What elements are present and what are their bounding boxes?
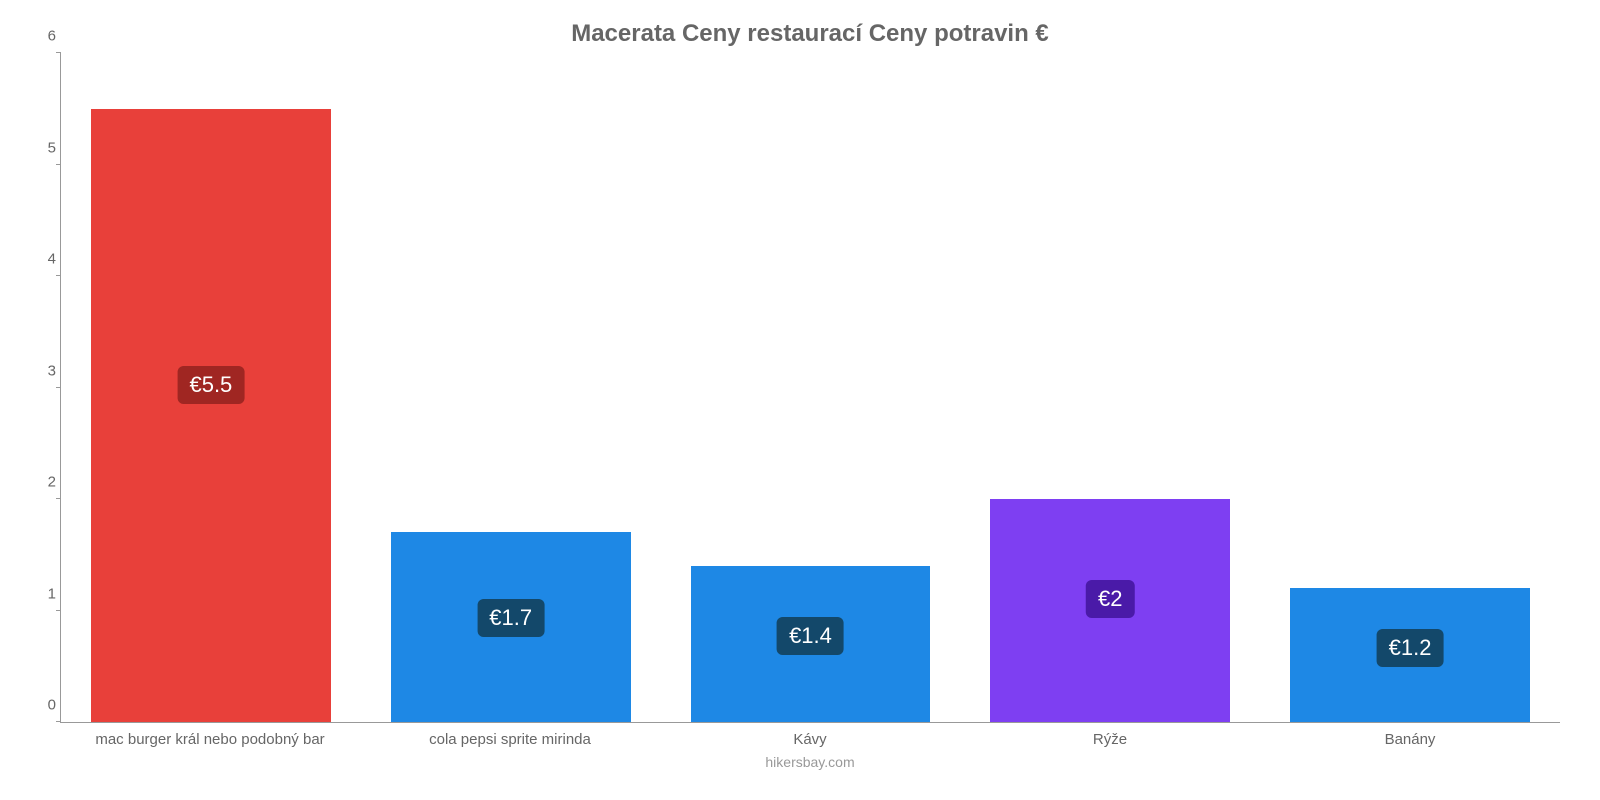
plot-area: €5.5€1.7€1.4€2€1.2 0123456	[60, 53, 1560, 723]
y-tick-label: 2	[31, 474, 56, 491]
attribution-text: hikersbay.com	[40, 754, 1580, 770]
x-axis-label: Kávy	[660, 723, 960, 748]
y-tick-mark	[56, 164, 61, 165]
value-badge: €1.7	[477, 599, 544, 637]
y-tick-label: 6	[31, 28, 56, 45]
bar: €1.2	[1290, 588, 1530, 722]
value-badge: €1.4	[777, 617, 844, 655]
value-badge: €5.5	[177, 366, 244, 404]
bar: €1.4	[691, 566, 931, 722]
bar-slot: €1.7	[361, 53, 661, 722]
y-tick-mark	[56, 610, 61, 611]
y-tick-label: 4	[31, 251, 56, 268]
y-tick-label: 0	[31, 697, 56, 714]
chart-title: Macerata Ceny restaurací Ceny potravin €	[40, 20, 1580, 48]
bar: €5.5	[91, 109, 331, 722]
y-tick-label: 3	[31, 362, 56, 379]
bar-slot: €1.4	[661, 53, 961, 722]
bar: €1.7	[391, 532, 631, 722]
x-axis-label: Banány	[1260, 723, 1560, 748]
y-tick-label: 1	[31, 585, 56, 602]
bars-row: €5.5 €1.7 €1.4 €2 €1.2	[61, 53, 1560, 722]
y-tick-label: 5	[31, 139, 56, 156]
y-tick-mark	[56, 387, 61, 388]
y-tick-mark	[56, 52, 61, 53]
x-axis-label: Rýže	[960, 723, 1260, 748]
x-axis-label: mac burger král nebo podobný bar	[60, 723, 360, 748]
bar-slot: €1.2	[1260, 53, 1560, 722]
bar-slot: €2	[960, 53, 1260, 722]
x-axis-labels: mac burger král nebo podobný barcola pep…	[60, 723, 1560, 748]
price-bar-chart: Macerata Ceny restaurací Ceny potravin €…	[0, 0, 1600, 800]
y-tick-mark	[56, 721, 61, 722]
bar-slot: €5.5	[61, 53, 361, 722]
value-badge: €1.2	[1377, 629, 1444, 667]
bar: €2	[990, 499, 1230, 722]
y-tick-mark	[56, 498, 61, 499]
x-axis-label: cola pepsi sprite mirinda	[360, 723, 660, 748]
value-badge: €2	[1086, 580, 1134, 618]
y-tick-mark	[56, 275, 61, 276]
